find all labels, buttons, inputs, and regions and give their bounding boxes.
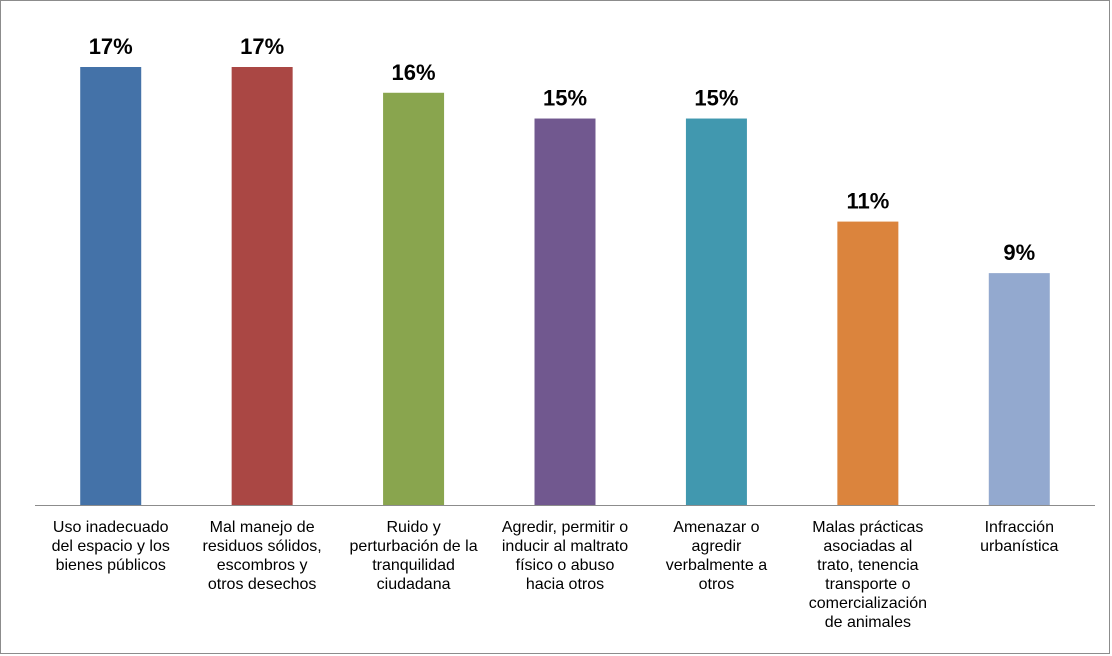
- data-label-5: 15%: [694, 86, 738, 111]
- category-label-7: Infracción urbanística: [980, 519, 1058, 555]
- bar-2: [231, 67, 293, 505]
- bar-7: [988, 273, 1050, 505]
- data-label-3: 16%: [392, 60, 436, 85]
- category-label-1: Uso inadecuado del espacio y los bienes pú…: [52, 519, 170, 574]
- bar-4: [534, 118, 596, 505]
- category-label-2: Mal manejo de residuos sólidos, escombros …: [203, 519, 322, 593]
- category-label-5: Amenazar o agredir verbalmente a otros: [666, 519, 767, 593]
- data-label-7: 9%: [1003, 240, 1035, 265]
- bar-5: [685, 118, 747, 505]
- bar-3: [383, 92, 445, 505]
- data-label-2: 17%: [240, 34, 284, 59]
- category-label-6: Malas prácticas asociadas al trato, tenenc…: [809, 519, 927, 631]
- data-label-6: 11%: [846, 189, 889, 214]
- data-label-4: 15%: [543, 86, 587, 111]
- bar-6: [837, 221, 899, 505]
- category-label-4: Agredir, permitir o inducir al maltrato fí…: [502, 519, 628, 593]
- bar-1: [80, 67, 142, 505]
- category-label-3: Ruido y perturbación de la tranquilidad ciu…: [350, 519, 478, 593]
- data-label-1: 17%: [89, 34, 133, 59]
